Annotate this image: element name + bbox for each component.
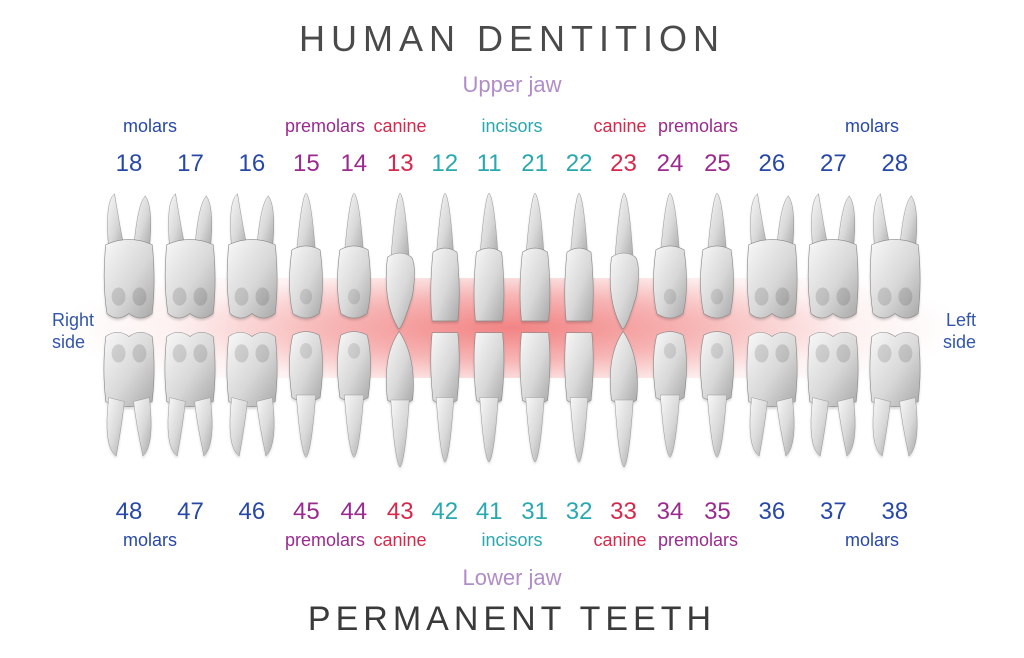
tooth-number-38: 38	[866, 498, 924, 526]
title-top: HUMAN DENTITION	[0, 18, 1024, 60]
tooth-16	[223, 190, 281, 335]
tooth-25	[695, 190, 739, 335]
tooth-15	[284, 190, 328, 335]
tooth-23	[603, 190, 645, 335]
tooth-27	[804, 190, 862, 335]
tooth-43	[379, 330, 421, 475]
category-premolars: premolars	[285, 530, 365, 551]
tooth-number-47: 47	[161, 498, 219, 526]
tooth-33	[603, 330, 645, 475]
tooth-number-37: 37	[804, 498, 862, 526]
number-row-lower: 48474645444342413132333435363738	[100, 498, 924, 526]
tooth-number-27: 27	[804, 150, 862, 178]
tooth-32	[559, 330, 599, 475]
tooth-number-23: 23	[603, 150, 645, 178]
teeth-row-lower	[100, 330, 924, 475]
category-canine: canine	[373, 530, 426, 551]
tooth-number-28: 28	[866, 150, 924, 178]
tooth-number-41: 41	[468, 498, 510, 526]
tooth-number-17: 17	[161, 150, 219, 178]
title-bottom: PERMANENT TEETH	[0, 600, 1024, 639]
tooth-24	[648, 190, 692, 335]
tooth-12	[425, 190, 465, 335]
tooth-number-14: 14	[332, 150, 376, 178]
tooth-47	[161, 330, 219, 475]
tooth-35	[695, 330, 739, 475]
tooth-number-34: 34	[648, 498, 692, 526]
tooth-48	[100, 330, 158, 475]
category-premolars: premolars	[285, 116, 365, 137]
tooth-number-12: 12	[425, 150, 465, 178]
tooth-number-42: 42	[425, 498, 465, 526]
tooth-number-22: 22	[559, 150, 599, 178]
tooth-17	[161, 190, 219, 335]
tooth-18	[100, 190, 158, 335]
tooth-number-44: 44	[332, 498, 376, 526]
tooth-34	[648, 330, 692, 475]
subtitle-lower: Lower jaw	[0, 565, 1024, 591]
tooth-36	[743, 330, 801, 475]
category-molars: molars	[845, 530, 899, 551]
tooth-number-13: 13	[379, 150, 421, 178]
category-incisors: incisors	[481, 116, 542, 137]
side-label-left: Leftside	[943, 310, 976, 353]
tooth-number-15: 15	[284, 150, 328, 178]
tooth-14	[332, 190, 376, 335]
tooth-number-11: 11	[468, 150, 510, 178]
tooth-22	[559, 190, 599, 335]
tooth-28	[866, 190, 924, 335]
category-molars: molars	[123, 116, 177, 137]
category-incisors: incisors	[481, 530, 542, 551]
tooth-number-26: 26	[743, 150, 801, 178]
category-canine: canine	[373, 116, 426, 137]
category-premolars: premolars	[658, 116, 738, 137]
tooth-number-18: 18	[100, 150, 158, 178]
category-molars: molars	[123, 530, 177, 551]
tooth-13	[379, 190, 421, 335]
category-canine: canine	[593, 116, 646, 137]
tooth-31	[514, 330, 556, 475]
tooth-number-35: 35	[695, 498, 739, 526]
subtitle-upper: Upper jaw	[0, 72, 1024, 98]
tooth-number-32: 32	[559, 498, 599, 526]
tooth-38	[866, 330, 924, 475]
tooth-41	[468, 330, 510, 475]
tooth-number-21: 21	[514, 150, 556, 178]
tooth-number-24: 24	[648, 150, 692, 178]
teeth-row-upper	[100, 190, 924, 335]
tooth-46	[223, 330, 281, 475]
tooth-number-48: 48	[100, 498, 158, 526]
tooth-45	[284, 330, 328, 475]
tooth-number-45: 45	[284, 498, 328, 526]
tooth-37	[804, 330, 862, 475]
tooth-number-16: 16	[223, 150, 281, 178]
side-label-right: Rightside	[52, 310, 94, 353]
tooth-number-31: 31	[514, 498, 556, 526]
tooth-26	[743, 190, 801, 335]
category-canine: canine	[593, 530, 646, 551]
tooth-42	[425, 330, 465, 475]
tooth-number-36: 36	[743, 498, 801, 526]
number-row-upper: 18171615141312112122232425262728	[100, 150, 924, 178]
tooth-number-46: 46	[223, 498, 281, 526]
tooth-11	[468, 190, 510, 335]
tooth-number-33: 33	[603, 498, 645, 526]
tooth-44	[332, 330, 376, 475]
tooth-number-43: 43	[379, 498, 421, 526]
category-molars: molars	[845, 116, 899, 137]
tooth-number-25: 25	[695, 150, 739, 178]
category-premolars: premolars	[658, 530, 738, 551]
tooth-21	[514, 190, 556, 335]
